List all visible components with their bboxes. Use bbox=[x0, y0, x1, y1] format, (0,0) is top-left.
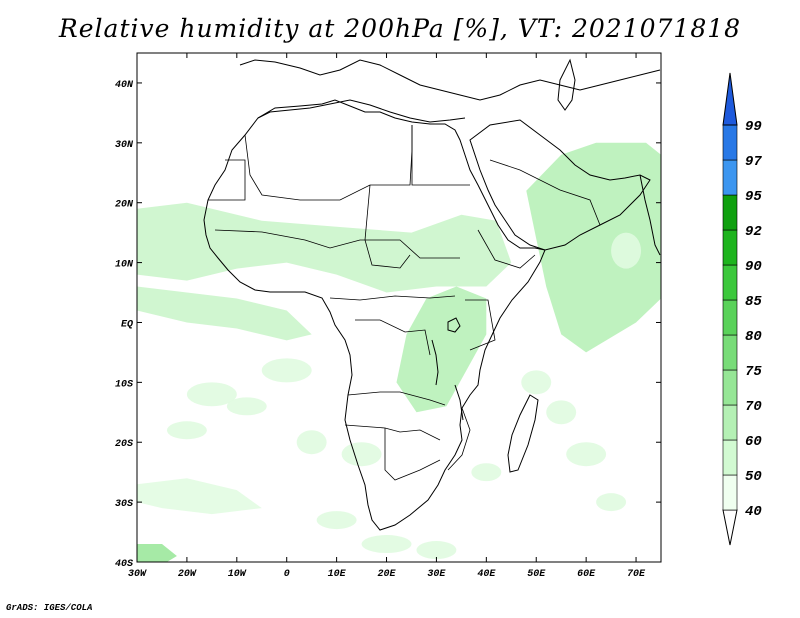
colorbar-segment bbox=[722, 194, 738, 231]
europe-coastline bbox=[239, 59, 661, 101]
madagascar-coastline bbox=[507, 394, 539, 473]
colorbar-segment bbox=[722, 124, 738, 161]
lake-victoria bbox=[447, 317, 461, 333]
colorbar-segment bbox=[722, 369, 738, 406]
colorbar-segment bbox=[722, 264, 738, 301]
humidity-speckle bbox=[416, 541, 457, 560]
africa-coastline bbox=[203, 99, 546, 531]
humidity-speckle bbox=[226, 397, 267, 416]
india-coastline bbox=[639, 174, 661, 256]
humidity-speckle bbox=[341, 442, 382, 467]
humidity-speckle bbox=[471, 463, 502, 482]
border-sa bbox=[384, 428, 441, 481]
colorbar-bottom-tip bbox=[722, 509, 738, 546]
colorbar-label: 90 bbox=[745, 259, 762, 275]
humidity-shading bbox=[137, 142, 661, 562]
coastlines bbox=[203, 58, 661, 531]
border-chad-sudan bbox=[364, 184, 411, 269]
x-tick-label: 20E bbox=[378, 569, 397, 580]
colorbar-label: 97 bbox=[745, 154, 762, 170]
border-ethiopia-somalia bbox=[477, 229, 536, 269]
colorbar: 40 50 60 70 75 80 85 90 92 95 97 99 bbox=[722, 72, 762, 546]
border-north-africa bbox=[244, 125, 413, 201]
colorbar-label: 50 bbox=[745, 469, 762, 485]
x-tick-label: 10E bbox=[328, 569, 347, 580]
border-kenya-tanzania bbox=[465, 299, 496, 351]
lake-malawi bbox=[454, 384, 464, 421]
humidity-speckle bbox=[186, 382, 237, 407]
humidity-speckle bbox=[316, 511, 357, 530]
colorbar-label: 92 bbox=[745, 224, 762, 240]
arabia-coastline bbox=[469, 119, 651, 251]
colorbar-segment bbox=[722, 404, 738, 441]
border-southern bbox=[347, 391, 446, 406]
colorbar-top-tip bbox=[722, 72, 738, 126]
mediterranean-coast bbox=[257, 99, 466, 123]
x-tick-label: 40E bbox=[477, 569, 496, 580]
x-tick-label: 20W bbox=[178, 569, 197, 580]
border-central bbox=[329, 295, 456, 301]
humidity-region-sahel-belt bbox=[137, 202, 512, 293]
caspian-coast bbox=[557, 58, 576, 111]
x-tick-label: 0 bbox=[284, 569, 290, 580]
humidity-region-arabian-sea bbox=[526, 142, 661, 353]
colorbar-label: 75 bbox=[745, 364, 762, 380]
border-west-africa bbox=[208, 159, 246, 201]
y-tick-label: 20N bbox=[115, 200, 134, 211]
y-tick-label: 40S bbox=[115, 559, 133, 570]
x-tick-label: 30W bbox=[128, 569, 147, 580]
colorbar-label: 85 bbox=[745, 294, 762, 310]
plot-frame bbox=[136, 52, 662, 563]
x-tick-label: 10W bbox=[228, 569, 247, 580]
border-mozambique bbox=[447, 407, 471, 471]
humidity-region-gulf-of-guinea bbox=[137, 286, 312, 341]
colorbar-label: 70 bbox=[745, 399, 762, 415]
x-tick-label: 50E bbox=[527, 569, 546, 580]
y-tick-label: 20S bbox=[115, 439, 133, 450]
colorbar-segment bbox=[722, 334, 738, 371]
lake-tanganyika bbox=[431, 339, 439, 386]
y-tick-label: 10N bbox=[115, 260, 134, 271]
border-sahel bbox=[214, 229, 460, 259]
humidity-speckle bbox=[546, 400, 577, 425]
y-tick-label: 40N bbox=[115, 80, 134, 91]
axes: 30W 20W 10W 0 10E 20E 30E 40E 50E 60E 70E 40N 30N 20N… bbox=[115, 53, 661, 580]
border-namibia-botswana bbox=[344, 424, 441, 441]
humidity-speckle bbox=[596, 493, 627, 512]
humidity-region-southwest-corner bbox=[137, 544, 177, 562]
humidity-speckle bbox=[361, 535, 412, 554]
humidity-speckle bbox=[521, 370, 552, 395]
colorbar-segment bbox=[722, 299, 738, 336]
y-tick-label: EQ bbox=[121, 319, 133, 330]
colorbar-label: 95 bbox=[745, 189, 762, 205]
colorbar-label: 60 bbox=[745, 434, 762, 450]
colorbar-segment bbox=[722, 229, 738, 266]
humidity-region-south-atlantic bbox=[137, 478, 262, 515]
humidity-speckle bbox=[166, 421, 207, 440]
x-tick-label: 30E bbox=[427, 569, 446, 580]
colorbar-segment bbox=[722, 474, 738, 511]
country-borders bbox=[208, 125, 601, 481]
chart-title: Relative humidity at 200hPa [%], VT: 202… bbox=[58, 14, 742, 43]
humidity-speckle bbox=[566, 442, 607, 467]
y-tick-label: 30S bbox=[115, 499, 133, 510]
colorbar-segment bbox=[722, 439, 738, 476]
border-saudi bbox=[489, 159, 601, 226]
colorbar-label: 80 bbox=[745, 329, 762, 345]
credit-label: GrADS: IGES/COLA bbox=[6, 603, 93, 613]
border-congo bbox=[355, 319, 431, 356]
humidity-region-east-africa bbox=[396, 286, 487, 413]
x-tick-label: 70E bbox=[627, 569, 646, 580]
y-tick-label: 30N bbox=[115, 140, 134, 151]
colorbar-segment bbox=[722, 159, 738, 196]
colorbar-label: 99 bbox=[745, 119, 762, 135]
humidity-speckle bbox=[261, 358, 312, 383]
humidity-speckle bbox=[611, 232, 642, 269]
y-tick-label: 10S bbox=[115, 379, 133, 390]
colorbar-label: 40 bbox=[745, 504, 762, 520]
humidity-speckle bbox=[296, 430, 327, 455]
x-tick-label: 60E bbox=[577, 569, 596, 580]
border-libya-egypt bbox=[411, 125, 470, 186]
